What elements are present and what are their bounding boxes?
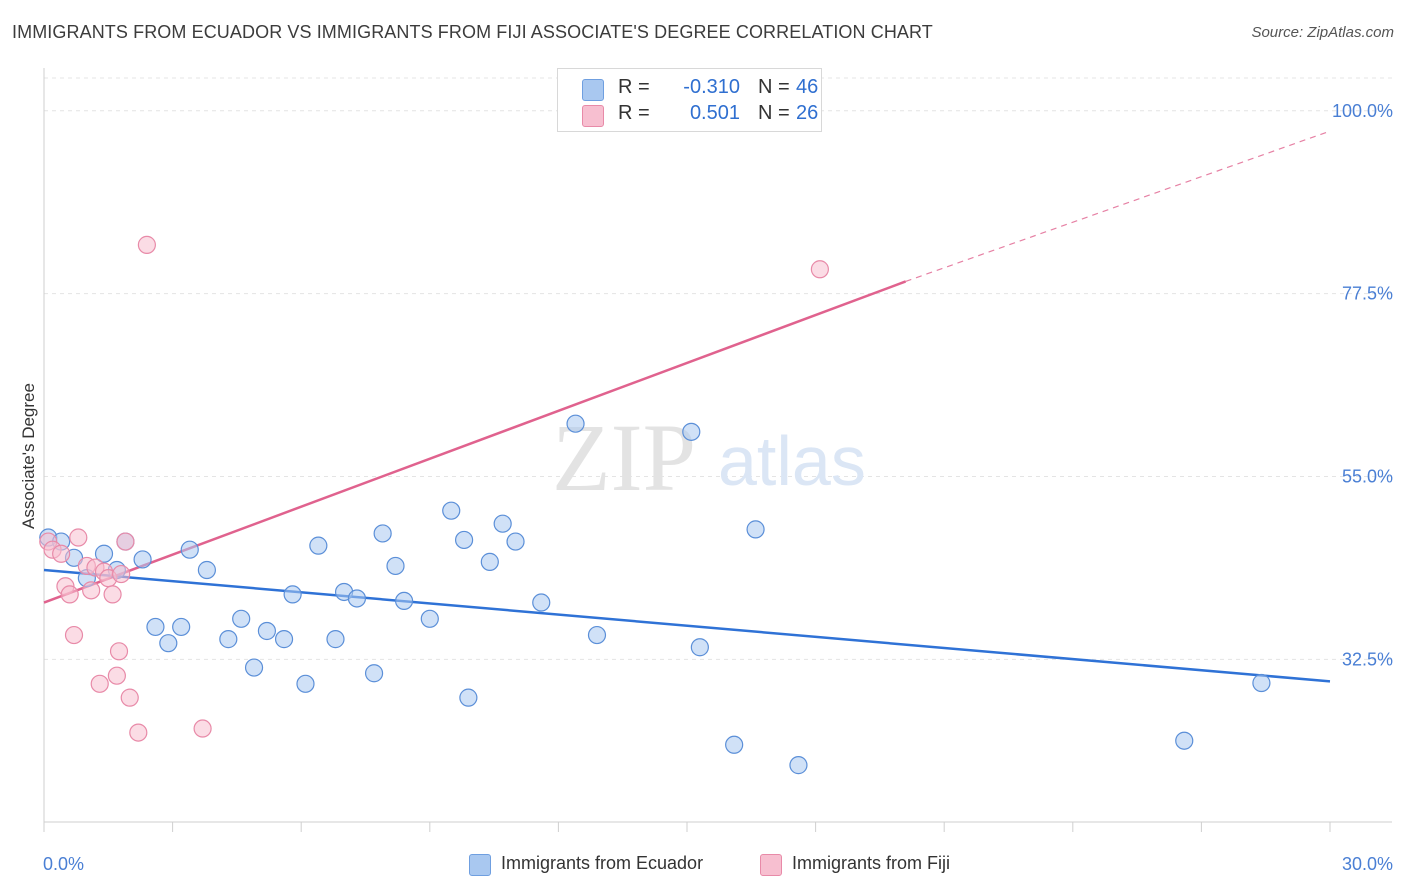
r-label: R = — [618, 102, 650, 124]
data-point — [506, 532, 525, 551]
watermark-atlas: atlas — [718, 422, 866, 500]
data-point — [60, 585, 79, 604]
data-point — [64, 625, 84, 645]
r-value: -0.310 — [683, 76, 740, 98]
data-point — [725, 735, 744, 754]
grid-lines — [44, 77, 1392, 660]
y-tick-label: 77.5% — [1342, 284, 1393, 304]
data-point — [146, 617, 165, 637]
data-point — [420, 609, 439, 628]
data-point — [454, 530, 474, 550]
data-point — [309, 536, 328, 555]
data-point — [116, 532, 135, 551]
legend-swatch-ecuador — [469, 854, 491, 876]
n-label: N = — [758, 76, 790, 98]
data-point — [129, 723, 148, 742]
y-tick-labels: 32.5% 55.0% 77.5% 100.0% — [1332, 101, 1393, 670]
data-point — [109, 642, 129, 661]
legend-swatch-fiji — [760, 854, 782, 876]
data-point — [107, 666, 126, 685]
y-axis-label: Associate's Degree — [19, 383, 38, 529]
data-point — [566, 414, 585, 433]
data-point — [1175, 731, 1194, 750]
data-point — [94, 544, 114, 563]
data-point — [364, 664, 384, 683]
data-point — [394, 591, 414, 611]
chart-title: IMMIGRANTS FROM ECUADOR VS IMMIGRANTS FR… — [12, 22, 933, 42]
y-tick-label: 100.0% — [1332, 101, 1393, 121]
data-point — [810, 260, 829, 279]
data-point — [690, 638, 709, 657]
y-tick-label: 32.5% — [1342, 649, 1393, 669]
data-point — [373, 524, 392, 543]
data-point — [172, 617, 191, 637]
data-point — [133, 550, 152, 569]
data-point — [296, 674, 315, 693]
data-point — [112, 564, 131, 584]
data-point — [1252, 673, 1271, 693]
series-points-0 — [39, 414, 1271, 775]
data-point — [159, 634, 178, 653]
data-point — [103, 585, 122, 604]
n-value: 26 — [796, 102, 819, 124]
data-point — [82, 581, 101, 600]
data-point — [197, 560, 216, 580]
y-tick-label: 55.0% — [1342, 467, 1393, 487]
legend: Immigrants from Ecuador Immigrants from … — [0, 852, 1406, 876]
x-tick-label-max: 30.0% — [1342, 854, 1393, 874]
data-point — [219, 630, 238, 649]
data-point — [283, 585, 302, 604]
data-point — [682, 422, 701, 441]
data-point — [746, 520, 765, 539]
n-label: N = — [758, 102, 790, 124]
data-point — [532, 593, 551, 612]
data-point — [232, 609, 251, 628]
r-label: R = — [618, 76, 650, 98]
r-value: 0.501 — [689, 102, 740, 124]
series-points-1 — [39, 235, 829, 742]
data-point — [480, 552, 499, 571]
data-point — [137, 235, 156, 254]
legend-label-ecuador: Immigrants from Ecuador — [501, 853, 704, 873]
data-point — [257, 621, 277, 641]
data-point — [274, 630, 294, 649]
data-point — [493, 514, 512, 533]
data-point — [120, 688, 139, 707]
axes — [43, 68, 1392, 832]
trend-line-extension-series-1 — [905, 130, 1331, 283]
trend-line-series-0 — [43, 568, 1331, 683]
data-point — [69, 528, 88, 547]
data-point — [347, 589, 367, 608]
data-point — [244, 658, 264, 677]
x-tick-label-min: 0.0% — [43, 854, 84, 874]
data-points — [39, 235, 1271, 775]
data-point — [386, 556, 405, 576]
data-point — [52, 544, 71, 563]
ecuador-swatch — [582, 79, 604, 101]
data-point — [789, 756, 808, 775]
data-point — [459, 688, 478, 707]
data-point — [326, 630, 345, 649]
source-label: Source: ZipAtlas.com — [1251, 24, 1394, 41]
legend-label-fiji: Immigrants from Fiji — [792, 853, 951, 873]
data-point — [90, 674, 109, 693]
n-value: 46 — [796, 76, 819, 98]
data-point — [180, 540, 199, 559]
stats-legend-box: R = -0.310 N = 46 R = 0.501 N = 26 — [557, 68, 822, 132]
data-point — [587, 625, 607, 645]
fiji-swatch — [582, 105, 604, 127]
watermark: ZIP atlas — [552, 404, 866, 511]
data-point — [442, 501, 461, 520]
data-point — [193, 719, 212, 738]
